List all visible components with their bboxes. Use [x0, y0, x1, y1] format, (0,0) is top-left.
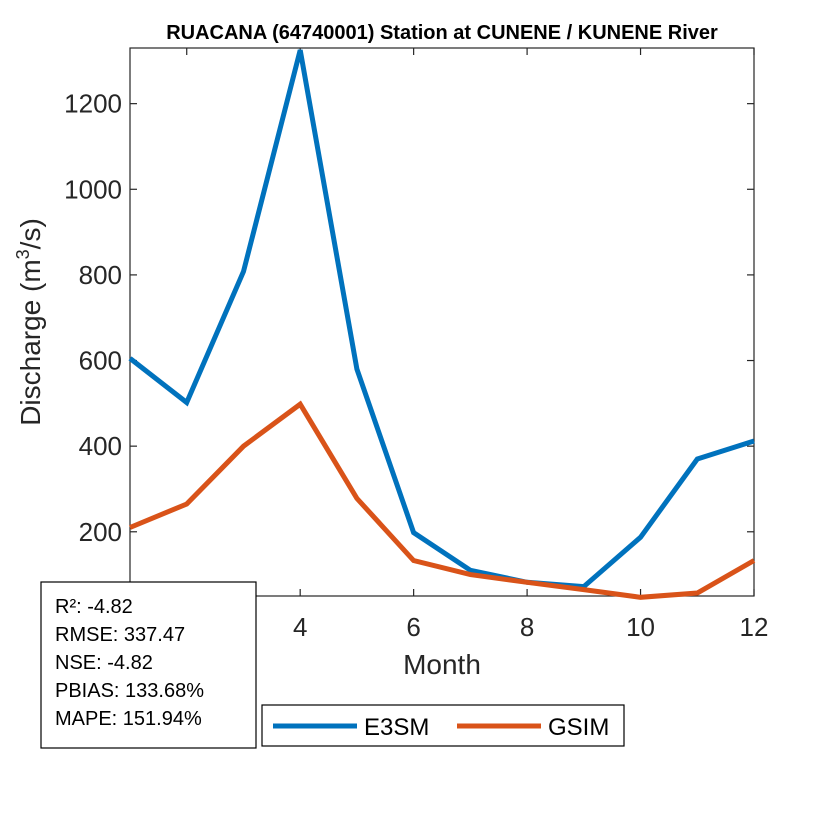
x-tick-label: 8	[520, 612, 534, 642]
stats-rmse: RMSE: 337.47	[55, 624, 185, 646]
series-line-e3sm	[128, 49, 755, 590]
legend: E3SM GSIM	[261, 704, 625, 747]
stats-box: R²: -4.82 RMSE: 337.47 NSE: -4.82 PBIAS:…	[40, 581, 257, 749]
legend-label-e3sm: E3SM	[364, 714, 429, 741]
x-tick-label: 6	[406, 612, 420, 642]
y-tick-label: 1000	[64, 174, 122, 204]
y-tick-label: 1200	[64, 89, 122, 119]
stats-pbias: PBIAS: 133.68%	[55, 680, 204, 702]
chart-title: RUACANA (64740001) Station at CUNENE / K…	[166, 22, 718, 44]
series-line-gsim	[129, 400, 756, 600]
legend-label-gsim: GSIM	[548, 714, 609, 741]
y-axis-label: Discharge (m3/s)	[13, 218, 46, 426]
y-tick-label: 800	[79, 260, 122, 290]
y-tick-label: 600	[79, 346, 122, 376]
x-tick-label: 12	[740, 612, 769, 642]
x-tick-label: 4	[293, 612, 307, 642]
series-lines	[128, 49, 756, 600]
stats-r2: R²: -4.82	[55, 596, 133, 618]
y-tick-label: 400	[79, 431, 122, 461]
y-tick-label: 200	[79, 517, 122, 547]
x-tick-label: 10	[626, 612, 655, 642]
x-axis-label: Month	[403, 649, 481, 680]
plot-area	[129, 47, 755, 597]
axis-ticks: 2004006008001000120024681012	[64, 48, 768, 642]
stats-nse: NSE: -4.82	[55, 652, 153, 674]
stats-mape: MAPE: 151.94%	[55, 708, 202, 730]
